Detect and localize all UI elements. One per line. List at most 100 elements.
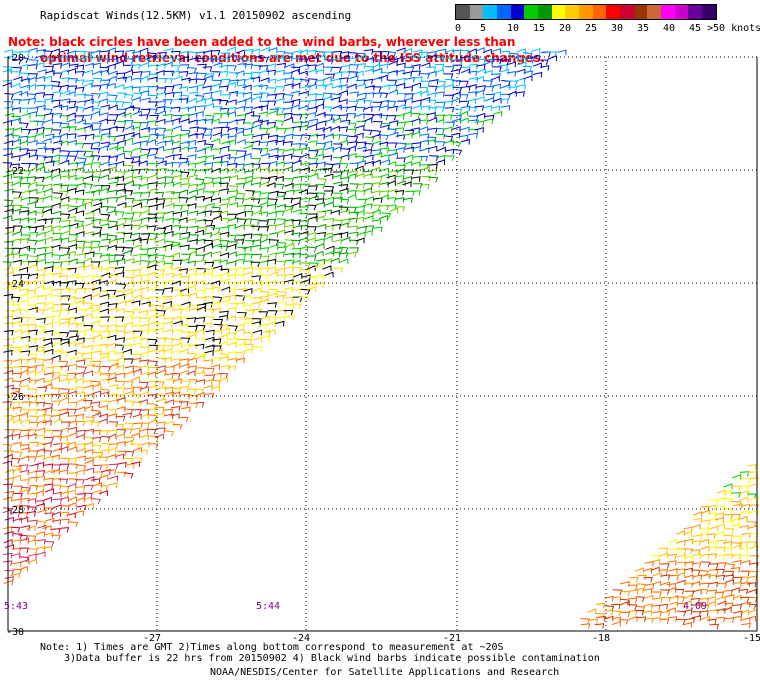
wind-barb: [202, 145, 212, 152]
wind-barb: [91, 110, 101, 117]
wind-barb: [733, 610, 743, 617]
wind-barb: [226, 111, 237, 117]
wind-barb: [11, 181, 21, 188]
wind-barb: [357, 225, 367, 232]
wind-barb: [116, 428, 127, 435]
wind-barb: [139, 122, 149, 128]
wind-barb: [155, 134, 165, 140]
wind-barb: [52, 484, 62, 491]
wind-barb: [60, 77, 70, 83]
wind-barb: [620, 598, 630, 605]
wind-barb: [396, 157, 406, 163]
wind-barb: [740, 503, 751, 510]
wind-barb: [74, 352, 85, 359]
wind-barb: [83, 302, 94, 309]
wind-barb: [114, 50, 125, 57]
wind-barb: [658, 547, 669, 554]
wind-barb: [162, 243, 173, 250]
wind-barb: [347, 193, 357, 200]
wind-barb: [226, 46, 237, 53]
wind-barb: [339, 77, 349, 83]
wind-barb: [37, 294, 48, 301]
wind-barb: [357, 198, 367, 205]
wind-barb: [44, 148, 55, 154]
wind-barb: [188, 119, 198, 126]
wind-barb: [76, 119, 87, 125]
wind-barb: [51, 217, 62, 224]
wind-barb: [37, 69, 47, 75]
wind-barb: [83, 82, 93, 89]
wind-barb: [100, 223, 110, 230]
wind-barb: [117, 202, 127, 208]
wind-barb: [700, 519, 711, 526]
wind-barb: [75, 469, 85, 476]
wind-barb: [340, 119, 351, 126]
wind-barb: [75, 386, 85, 393]
wind-barb: [132, 244, 142, 251]
wind-barb: [75, 337, 85, 344]
wind-barb: [114, 453, 125, 460]
wind-barb: [75, 231, 85, 237]
wind-barb: [76, 100, 87, 106]
wind-barb: [43, 393, 54, 400]
wind-barb: [45, 133, 55, 140]
wind-barb: [34, 176, 45, 183]
wind-barb: [125, 281, 135, 288]
wind-barb: [115, 380, 126, 387]
wind-barb: [307, 226, 317, 232]
wind-barb: [234, 57, 244, 64]
wind-barb: [20, 419, 31, 425]
wind-barb: [339, 170, 349, 176]
wind-barb: [292, 78, 303, 85]
wind-barb: [59, 140, 69, 146]
wind-barb: [139, 153, 149, 160]
wind-barb: [35, 454, 46, 461]
wind-barb: [50, 314, 60, 321]
wind-barb: [386, 114, 397, 121]
wind-barb: [109, 145, 119, 152]
wind-barb: [165, 202, 175, 209]
wind-barb: [179, 316, 189, 323]
wind-barb: [162, 197, 173, 203]
wind-barb: [387, 149, 398, 155]
wind-barb: [741, 601, 751, 608]
wind-barb: [3, 314, 14, 321]
wind-barb: [580, 618, 591, 624]
wind-barb: [124, 169, 135, 176]
wind-barb: [172, 181, 182, 188]
wind-barb: [34, 132, 44, 139]
wind-barb: [170, 117, 180, 124]
wind-barb: [732, 576, 743, 583]
wind-barb: [474, 75, 485, 82]
wind-barb: [77, 309, 87, 315]
wind-barb: [636, 583, 647, 590]
wind-barb: [98, 413, 108, 420]
wind-barb: [266, 69, 277, 76]
wind-barb: [98, 464, 109, 470]
wind-barb: [163, 408, 174, 415]
wind-barb: [348, 225, 359, 232]
wind-barb: [659, 618, 670, 625]
wind-barb: [285, 314, 295, 321]
wind-barb: [34, 364, 45, 371]
wind-barb: [76, 455, 87, 462]
wind-barb: [403, 85, 414, 92]
wind-barb: [123, 175, 133, 181]
wind-barb: [301, 134, 312, 141]
wind-barb: [275, 56, 285, 63]
wind-barb: [395, 197, 405, 203]
wind-barb: [276, 77, 287, 84]
wind-barb: [107, 453, 117, 460]
wind-barb: [522, 52, 533, 59]
wind-barb: [306, 255, 317, 261]
wind-barb: [188, 91, 199, 98]
wind-barb: [723, 534, 734, 541]
wind-barb: [211, 99, 222, 105]
wind-barb: [221, 139, 231, 146]
wind-barb: [266, 328, 276, 335]
wind-barb: [43, 358, 54, 365]
wind-barb: [659, 552, 669, 559]
wind-barb: [149, 114, 159, 121]
wind-barb: [11, 208, 21, 215]
wind-barb: [403, 132, 413, 139]
